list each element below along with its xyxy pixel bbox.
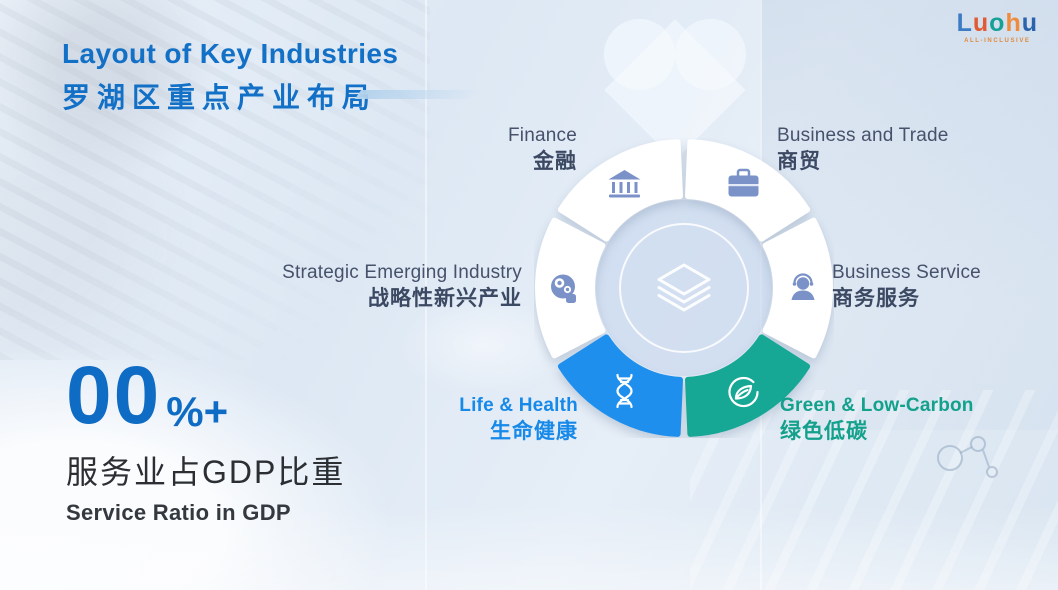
label-finance-en: Finance	[508, 125, 577, 146]
industry-wheel-diagram	[535, 139, 833, 437]
heart-shape-right-lobe	[675, 19, 746, 90]
service-person-icon	[791, 273, 815, 300]
label-green-low-carbon: Green & Low-Carbon 绿色低碳	[780, 394, 974, 445]
label-business-service-en: Business Service	[832, 262, 981, 283]
page-title: Layout of Key Industries 罗湖区重点产业布局	[62, 38, 398, 116]
label-business-service: Business Service 商务服务	[832, 261, 981, 312]
gdp-stat-block: 00 %+ 服务业占GDP比重 Service Ratio in GDP	[66, 350, 346, 526]
stat-label-zh: 服务业占GDP比重	[66, 454, 346, 491]
stat-suffix: %+	[166, 388, 229, 436]
label-green-low-carbon-zh: 绿色低碳	[780, 420, 868, 444]
logo-letter: h	[1005, 9, 1022, 37]
label-strategic-emerging-en: Strategic Emerging Industry	[282, 262, 522, 283]
logo-tagline: ALL-INCLUSIVE	[964, 38, 1031, 44]
logo-letter: o	[989, 9, 1006, 37]
stat-value-row: 00 %+	[66, 350, 345, 441]
label-business-and-trade-en: Business and Trade	[777, 125, 949, 146]
logo-letter: u	[972, 9, 990, 37]
label-finance: Finance 金融	[508, 124, 577, 175]
logo-letter: u	[1021, 9, 1038, 37]
title-english: Layout of Key Industries	[62, 38, 399, 69]
label-life-health-zh: 生命健康	[490, 420, 578, 444]
title-chinese: 罗湖区重点产业布局	[62, 82, 378, 113]
logo-letter: L	[956, 9, 973, 37]
briefcase-icon	[728, 168, 759, 197]
label-business-and-trade: Business and Trade 商贸	[777, 124, 949, 175]
wheel-center-disc	[596, 200, 772, 376]
dna-icon	[616, 373, 633, 409]
heart-shape-left-lobe	[604, 19, 675, 90]
stat-value: 00	[66, 350, 162, 441]
label-business-and-trade-zh: 商贸	[777, 150, 821, 174]
label-life-health-en: Life & Health	[459, 395, 578, 416]
luohu-logo-word: Luohu	[957, 11, 1038, 36]
head-gears-icon	[551, 274, 576, 303]
segment-business-service	[762, 217, 833, 359]
layers-icon	[657, 263, 711, 312]
label-strategic-emerging-zh: 战略性新兴产业	[368, 287, 522, 311]
wheel-center-ring	[619, 223, 749, 353]
leaf-icon	[728, 376, 759, 408]
luohu-logo: Luohu ALL-INCLUSIVE	[957, 11, 1038, 45]
label-finance-zh: 金融	[533, 150, 577, 174]
label-green-low-carbon-en: Green & Low-Carbon	[780, 395, 974, 416]
title-decorative-dash	[354, 90, 482, 99]
label-life-health: Life & Health 生命健康	[459, 394, 578, 445]
stat-label-en: Service Ratio in GDP	[66, 500, 291, 526]
label-business-service-zh: 商务服务	[832, 287, 920, 311]
bank-icon	[608, 170, 641, 198]
label-strategic-emerging: Strategic Emerging Industry 战略性新兴产业	[282, 261, 522, 312]
